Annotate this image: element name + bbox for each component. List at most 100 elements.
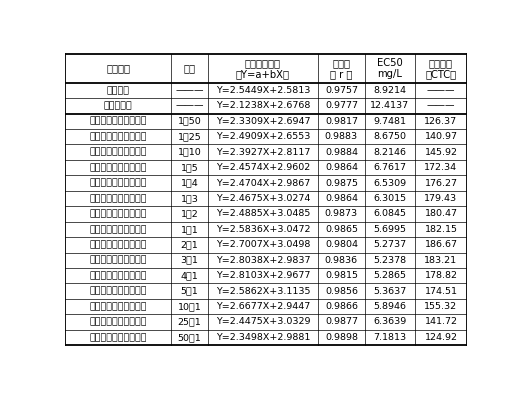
Text: 0.9866: 0.9866 xyxy=(325,302,358,311)
Text: 哒嘧菌胺：氟吡菌酰胺: 哒嘧菌胺：氟吡菌酰胺 xyxy=(89,132,147,141)
Text: 0.9865: 0.9865 xyxy=(325,225,358,234)
Text: 25：1: 25：1 xyxy=(177,318,201,326)
Text: ———: ——— xyxy=(175,86,204,95)
Text: 0.9836: 0.9836 xyxy=(325,256,358,265)
Text: 0.9757: 0.9757 xyxy=(325,86,358,95)
Text: 哒嘧菌胺：氟吡菌酰胺: 哒嘧菌胺：氟吡菌酰胺 xyxy=(89,302,147,311)
Text: 0.9883: 0.9883 xyxy=(325,132,358,141)
Text: 哒嘧菌胺：氟吡菌酰胺: 哒嘧菌胺：氟吡菌酰胺 xyxy=(89,333,147,342)
Text: 哒嘧菌胺：氟吡菌酰胺: 哒嘧菌胺：氟吡菌酰胺 xyxy=(89,271,147,280)
Text: 124.92: 124.92 xyxy=(425,333,457,342)
Text: 0.9864: 0.9864 xyxy=(325,163,358,172)
Text: 179.43: 179.43 xyxy=(425,194,458,203)
Text: Y=2.7007X+3.0498: Y=2.7007X+3.0498 xyxy=(216,240,310,249)
Text: Y=2.4574X+2.9602: Y=2.4574X+2.9602 xyxy=(216,163,310,172)
Text: 10：1: 10：1 xyxy=(177,302,201,311)
Text: EC50: EC50 xyxy=(377,58,403,68)
Text: Y=2.8103X+2.9677: Y=2.8103X+2.9677 xyxy=(216,271,310,280)
Text: Y=2.5862X+3.1135: Y=2.5862X+3.1135 xyxy=(216,287,310,296)
Text: 哒嘧菌胺：氟吡菌酰胺: 哒嘧菌胺：氟吡菌酰胺 xyxy=(89,178,147,188)
Text: Y=2.8038X+2.9837: Y=2.8038X+2.9837 xyxy=(216,256,310,265)
Text: 1：1: 1：1 xyxy=(181,225,198,234)
Text: 141.72: 141.72 xyxy=(425,318,457,326)
Text: Y=2.1238X+2.6768: Y=2.1238X+2.6768 xyxy=(216,101,310,110)
Text: 145.92: 145.92 xyxy=(425,148,457,157)
Text: 186.67: 186.67 xyxy=(425,240,457,249)
Text: 配比: 配比 xyxy=(184,63,196,73)
Text: 3：1: 3：1 xyxy=(181,256,198,265)
Text: 数 r 值: 数 r 值 xyxy=(330,69,352,79)
Text: Y=2.4909X+2.6553: Y=2.4909X+2.6553 xyxy=(216,132,310,141)
Text: 140.97: 140.97 xyxy=(425,132,457,141)
Text: 1：10: 1：10 xyxy=(177,148,201,157)
Text: 0.9873: 0.9873 xyxy=(325,209,358,219)
Text: 0.9804: 0.9804 xyxy=(325,240,358,249)
Text: 6.3015: 6.3015 xyxy=(373,194,406,203)
Text: 6.3639: 6.3639 xyxy=(373,318,406,326)
Text: 7.1813: 7.1813 xyxy=(373,333,406,342)
Text: 155.32: 155.32 xyxy=(425,302,458,311)
Text: 5.6995: 5.6995 xyxy=(373,225,406,234)
Text: 1：3: 1：3 xyxy=(181,194,198,203)
Text: 氟吡菌酰胺: 氟吡菌酰胺 xyxy=(104,101,132,110)
Text: Y=2.3927X+2.8117: Y=2.3927X+2.8117 xyxy=(216,148,310,157)
Text: Y=2.6677X+2.9447: Y=2.6677X+2.9447 xyxy=(216,302,310,311)
Text: ———: ——— xyxy=(427,101,455,110)
Text: 5：1: 5：1 xyxy=(181,287,198,296)
Text: 共毒系数: 共毒系数 xyxy=(429,58,453,68)
Text: ———: ——— xyxy=(175,101,204,110)
Text: 0.9877: 0.9877 xyxy=(325,318,358,326)
Text: 0.9898: 0.9898 xyxy=(325,333,358,342)
Text: 哒嘧菌胺：氟吡菌酰胺: 哒嘧菌胺：氟吡菌酰胺 xyxy=(89,318,147,326)
Text: 哒嘧菌胺：氟吡菌酰胺: 哒嘧菌胺：氟吡菌酰胺 xyxy=(89,209,147,219)
Text: 哒嘧菌胺：氟吡菌酰胺: 哒嘧菌胺：氟吡菌酰胺 xyxy=(89,194,147,203)
Text: 183.21: 183.21 xyxy=(425,256,458,265)
Text: Y=2.4704X+2.9867: Y=2.4704X+2.9867 xyxy=(216,178,310,188)
Text: 174.51: 174.51 xyxy=(425,287,457,296)
Text: 180.47: 180.47 xyxy=(425,209,457,219)
Text: 0.9815: 0.9815 xyxy=(325,271,358,280)
Text: （CTC）: （CTC） xyxy=(426,69,457,79)
Text: 8.2146: 8.2146 xyxy=(373,148,406,157)
Text: 0.9777: 0.9777 xyxy=(325,101,358,110)
Text: mg/L: mg/L xyxy=(377,69,402,79)
Text: Y=2.4475X+3.0329: Y=2.4475X+3.0329 xyxy=(216,318,310,326)
Text: 哒嘧菌胺：氟吡菌酰胺: 哒嘧菌胺：氟吡菌酰胺 xyxy=(89,148,147,157)
Text: 0.9875: 0.9875 xyxy=(325,178,358,188)
Text: 0.9864: 0.9864 xyxy=(325,194,358,203)
Text: 172.34: 172.34 xyxy=(425,163,458,172)
Text: 6.7617: 6.7617 xyxy=(373,163,406,172)
Text: Y=2.3309X+2.6947: Y=2.3309X+2.6947 xyxy=(216,117,310,126)
Text: 1：50: 1：50 xyxy=(177,117,201,126)
Text: 126.37: 126.37 xyxy=(425,117,458,126)
Text: 哒嘧菌胺：氟吡菌酰胺: 哒嘧菌胺：氟吡菌酰胺 xyxy=(89,163,147,172)
Text: 5.3637: 5.3637 xyxy=(373,287,406,296)
Text: 50：1: 50：1 xyxy=(177,333,201,342)
Text: Y=2.3498X+2.9881: Y=2.3498X+2.9881 xyxy=(216,333,310,342)
Text: 哒嘧菌胺: 哒嘧菌胺 xyxy=(107,86,130,95)
Text: 哒嘧菌胺：氟吡菌酰胺: 哒嘧菌胺：氟吡菌酰胺 xyxy=(89,256,147,265)
Text: 178.82: 178.82 xyxy=(425,271,457,280)
Text: 1：5: 1：5 xyxy=(181,163,198,172)
Text: 182.15: 182.15 xyxy=(425,225,457,234)
Text: 处理名称: 处理名称 xyxy=(106,63,130,73)
Text: 毒力回归方程: 毒力回归方程 xyxy=(245,58,281,68)
Text: 12.4137: 12.4137 xyxy=(370,101,409,110)
Text: （Y=a+bX）: （Y=a+bX） xyxy=(236,69,290,79)
Text: 6.5309: 6.5309 xyxy=(373,178,406,188)
Text: 8.9214: 8.9214 xyxy=(373,86,406,95)
Text: 9.7481: 9.7481 xyxy=(373,117,406,126)
Text: 4：1: 4：1 xyxy=(181,271,198,280)
Text: Y=2.5449X+2.5813: Y=2.5449X+2.5813 xyxy=(216,86,310,95)
Text: 哒嘧菌胺：氟吡菌酰胺: 哒嘧菌胺：氟吡菌酰胺 xyxy=(89,240,147,249)
Text: 5.8946: 5.8946 xyxy=(373,302,406,311)
Text: Y=2.4885X+3.0485: Y=2.4885X+3.0485 xyxy=(216,209,310,219)
Text: ———: ——— xyxy=(427,86,455,95)
Text: 1：2: 1：2 xyxy=(181,209,198,219)
Text: 176.27: 176.27 xyxy=(425,178,457,188)
Text: 哒嘧菌胺：氟吡菌酰胺: 哒嘧菌胺：氟吡菌酰胺 xyxy=(89,117,147,126)
Text: 5.2378: 5.2378 xyxy=(373,256,406,265)
Text: Y=2.5836X+3.0472: Y=2.5836X+3.0472 xyxy=(216,225,310,234)
Text: 0.9884: 0.9884 xyxy=(325,148,358,157)
Text: 6.0845: 6.0845 xyxy=(373,209,406,219)
